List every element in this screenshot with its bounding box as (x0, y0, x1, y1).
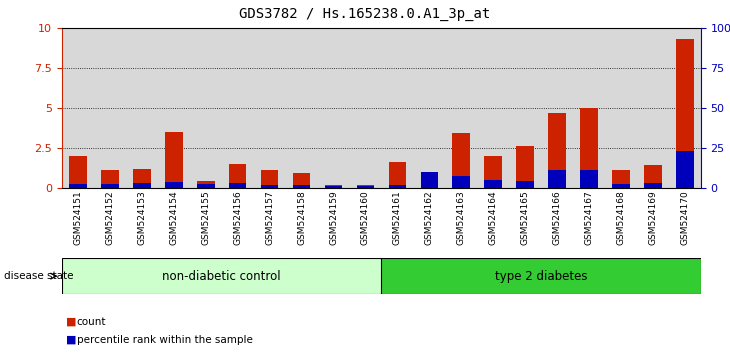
Bar (485, 156, 502, 188)
Bar (541, 28, 573, 188)
Bar (612, 184, 630, 188)
Bar (381, 28, 413, 188)
Bar (254, 28, 285, 188)
Bar (357, 186, 374, 188)
Bar (318, 28, 350, 188)
Bar (580, 170, 598, 188)
Bar (676, 151, 694, 188)
Bar (644, 183, 661, 188)
Text: non-diabetic control: non-diabetic control (163, 270, 281, 282)
Bar (293, 185, 310, 188)
Bar (101, 170, 119, 188)
Bar (229, 183, 247, 188)
Bar (637, 28, 669, 188)
Bar (325, 185, 342, 188)
Bar (261, 170, 278, 188)
Text: type 2 diabetes: type 2 diabetes (495, 270, 588, 282)
Bar (197, 184, 215, 188)
Text: ■: ■ (66, 317, 76, 327)
Text: GDS3782 / Hs.165238.0.A1_3p_at: GDS3782 / Hs.165238.0.A1_3p_at (239, 7, 491, 21)
Bar (133, 183, 150, 188)
Bar (229, 164, 247, 188)
Bar (510, 28, 541, 188)
Bar (420, 173, 438, 188)
Bar (477, 28, 510, 188)
Bar (676, 40, 694, 188)
Bar (548, 113, 566, 188)
Bar (126, 28, 158, 188)
Bar (197, 181, 215, 188)
Bar (413, 28, 445, 188)
Text: disease state: disease state (4, 271, 73, 281)
Bar (261, 185, 278, 188)
Bar (190, 28, 222, 188)
Bar (222, 28, 254, 188)
Bar (388, 162, 406, 188)
Bar (516, 181, 534, 188)
Bar (285, 28, 318, 188)
Bar (357, 185, 374, 188)
Bar (62, 28, 94, 188)
Bar (158, 28, 190, 188)
Bar (381, 258, 701, 294)
Bar (165, 132, 182, 188)
Bar (325, 186, 342, 188)
Text: percentile rank within the sample: percentile rank within the sample (77, 335, 253, 345)
Bar (94, 28, 126, 188)
Bar (669, 28, 701, 188)
Bar (573, 28, 605, 188)
Text: count: count (77, 317, 106, 327)
Bar (548, 170, 566, 188)
Bar (133, 169, 150, 188)
Bar (350, 28, 381, 188)
Bar (516, 146, 534, 188)
Bar (453, 176, 470, 188)
Bar (644, 165, 661, 188)
Bar (101, 184, 119, 188)
Bar (69, 156, 87, 188)
Bar (580, 108, 598, 188)
Bar (62, 258, 381, 294)
Bar (485, 181, 502, 188)
Bar (388, 185, 406, 188)
Bar (293, 173, 310, 188)
Bar (69, 184, 87, 188)
Bar (453, 133, 470, 188)
Bar (165, 182, 182, 188)
Bar (605, 28, 637, 188)
Bar (445, 28, 477, 188)
Bar (420, 172, 438, 188)
Bar (612, 170, 630, 188)
Text: ■: ■ (66, 335, 76, 345)
